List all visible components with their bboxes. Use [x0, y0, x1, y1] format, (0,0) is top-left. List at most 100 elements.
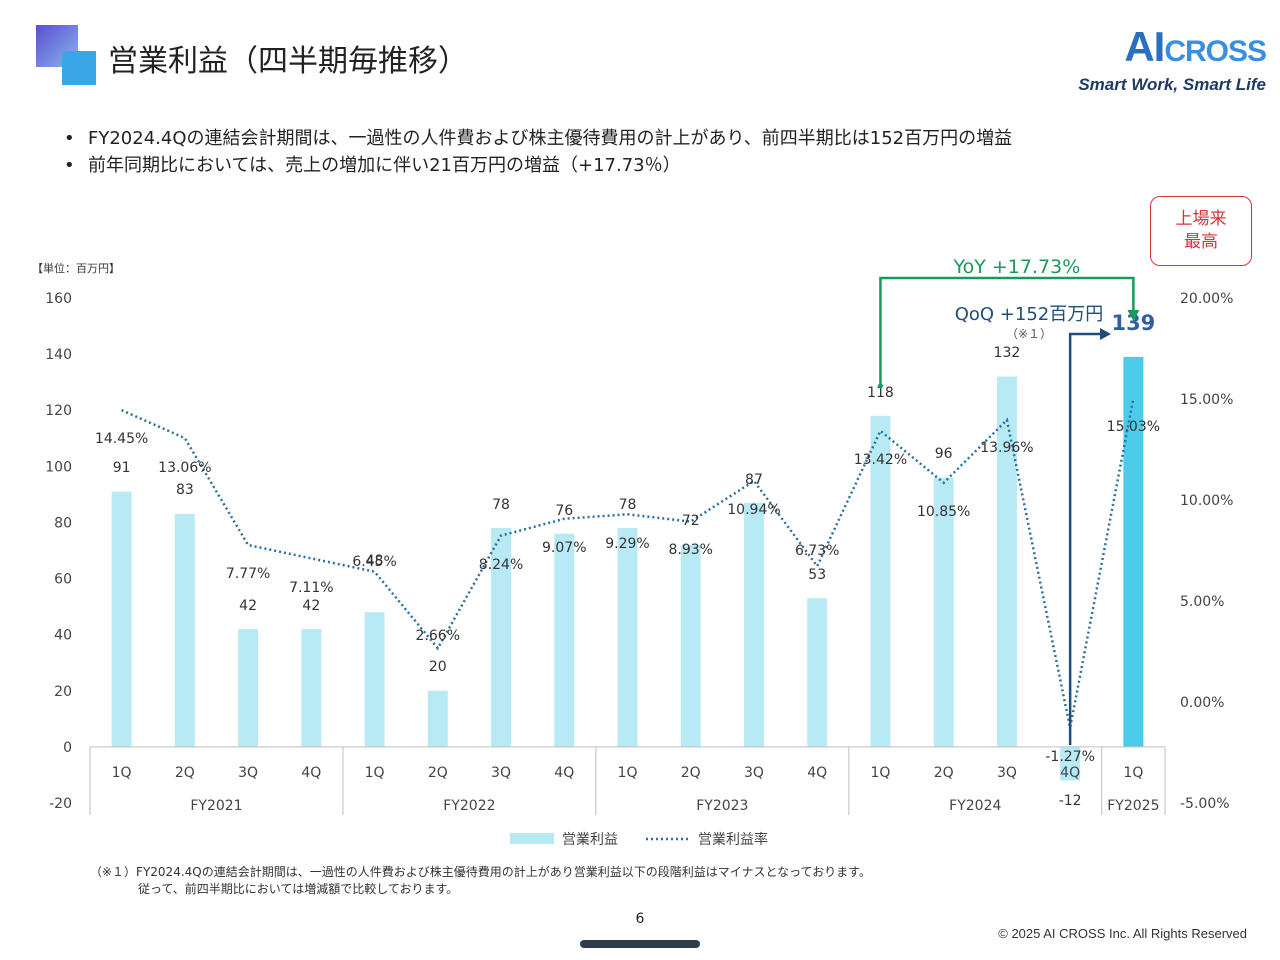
bullet-item: FY2024.4Qの連結会計期間は、一過性の人件費および株主優待費用の計上があり… [60, 125, 1012, 152]
badge-line2: 最高 [1184, 232, 1218, 252]
bullet-item: 前年同期比においては、売上の増加に伴い21百万円の増益（+17.73％） [60, 152, 1012, 179]
x-tick-label: 1Q [1123, 765, 1143, 781]
line-value-label: 14.45% [95, 431, 148, 447]
bar-value-label: 76 [555, 503, 573, 519]
line-value-label: 7.77% [226, 566, 270, 582]
line-value-label: 10.94% [727, 502, 780, 518]
bar-value-label: 87 [745, 472, 763, 488]
bar [174, 514, 195, 747]
bar-value-label: 132 [994, 345, 1021, 361]
group-label: FY2023 [696, 798, 748, 814]
y2-tick-label: 5.00% [1180, 594, 1224, 610]
page-title: 営業利益（四半期毎推移） [108, 44, 468, 79]
bar-value-label: 96 [935, 446, 953, 462]
y2-tick-label: -5.00% [1180, 796, 1230, 812]
group-label: FY2022 [443, 798, 495, 814]
line-value-label: 6.45% [352, 554, 396, 570]
logo-brand-a: AI [1124, 23, 1165, 70]
x-tick-label: 2Q [428, 765, 448, 781]
qoq-label: QoQ +152百万円 [955, 304, 1104, 325]
x-tick-label: 1Q [112, 765, 132, 781]
bar-value-label: 42 [239, 598, 257, 614]
line-value-label: 13.06% [158, 460, 211, 476]
bar [491, 528, 512, 747]
summary-bullets: FY2024.4Qの連結会計期間は、一過性の人件費および株主優待費用の計上があり… [60, 125, 1012, 179]
qoq-arrow [1068, 332, 1103, 745]
bar-value-label: 78 [492, 497, 510, 513]
line-value-label: 13.42% [854, 452, 907, 468]
bar [617, 528, 638, 747]
bar-value-label: -12 [1059, 793, 1082, 809]
yoy-arrow [879, 276, 1135, 386]
line-value-label: 15.03% [1107, 419, 1160, 435]
x-tick-label: 2Q [681, 765, 701, 781]
bar-value-label: 78 [619, 497, 637, 513]
group-label: FY2021 [190, 798, 242, 814]
unit-label: 【単位：百万円】 [32, 261, 120, 275]
group-label: FY2024 [949, 798, 1001, 814]
y-tick-label: 0 [63, 740, 72, 756]
operating-margin-line [121, 398, 1135, 728]
legend-swatch-bar [510, 833, 554, 844]
y2-tick-label: 15.00% [1180, 392, 1233, 408]
x-tick-label: 3Q [744, 765, 764, 781]
bar [743, 502, 764, 747]
bar-value-label: 20 [429, 659, 447, 675]
logo-brand-b: CROSS [1164, 35, 1267, 68]
page-number: 6 [635, 911, 645, 927]
line-value-label: -1.27% [1045, 749, 1095, 765]
y-tick-label: -20 [49, 796, 72, 812]
operating-profit-chart: 【単位：百万円】 160 140 120 100 80 60 40 20 0 -20 20.00% 15… [32, 256, 1233, 848]
bar [364, 612, 385, 747]
yoy-label: YoY +17.73% [953, 256, 1081, 278]
bar [807, 598, 828, 747]
copyright: © 2025 AI CROSS Inc. All Rights Reserved [998, 926, 1247, 941]
x-tick-label: 4Q [301, 765, 321, 781]
bar [1060, 746, 1081, 781]
bar-value-label: 72 [682, 513, 700, 529]
y2-tick-label: 20.00% [1180, 291, 1233, 307]
qoq-note: （※１） [1006, 327, 1052, 341]
bar-value-label: 118 [867, 385, 894, 401]
yoy-arrowhead [1127, 310, 1140, 321]
x-tick-label: 3Q [997, 765, 1017, 781]
group-label: FY2025 [1107, 798, 1159, 814]
line-value-label: 9.29% [605, 536, 649, 552]
record-high-badge: 上場来 最高 [1150, 196, 1252, 266]
yoy-arrow-start [877, 383, 883, 389]
bar-value-label: 53 [808, 567, 826, 583]
x-tick-label: 2Q [934, 765, 954, 781]
x-tick-label: 2Q [175, 765, 195, 781]
bar [427, 690, 448, 747]
line-value-label: 9.07% [542, 540, 586, 556]
bar [238, 629, 259, 747]
x-tick-label: 4Q [1060, 765, 1080, 781]
line-value-label: 13.96% [980, 440, 1033, 456]
logo-tagline: Smart Work, Smart Life [1078, 75, 1266, 94]
line-value-label: 8.93% [668, 542, 712, 558]
y2-tick-label: 0.00% [1180, 695, 1224, 711]
line-value-label: 6.73% [795, 543, 839, 559]
bar [1123, 356, 1144, 747]
title-decoration [36, 25, 96, 85]
bar [301, 629, 322, 747]
footnote-line2: 従って、前四半期比においては増減額で比較しております。 [138, 882, 459, 896]
bar-value-label: 83 [176, 482, 194, 498]
bar-value-label: 42 [302, 598, 320, 614]
line-value-label: 10.85% [917, 504, 970, 520]
y-tick-label: 120 [45, 403, 72, 419]
x-tick-label: 4Q [554, 765, 574, 781]
badge-line1: 上場来 [1175, 209, 1227, 229]
bar-value-label: 48 [366, 553, 384, 569]
x-tick-label: 4Q [807, 765, 827, 781]
x-tick-label: 1Q [618, 765, 638, 781]
bar [933, 477, 954, 747]
line-value-label: 8.24% [479, 557, 523, 573]
y-tick-label: 100 [45, 459, 72, 475]
legend-label: 営業利益 [562, 832, 618, 848]
x-tick-label: 3Q [238, 765, 258, 781]
company-logo: AICROSS Smart Work, Smart Life [1078, 23, 1267, 95]
bar [680, 544, 701, 747]
x-tick-label: 1Q [365, 765, 385, 781]
x-tick-label: 1Q [870, 765, 890, 781]
